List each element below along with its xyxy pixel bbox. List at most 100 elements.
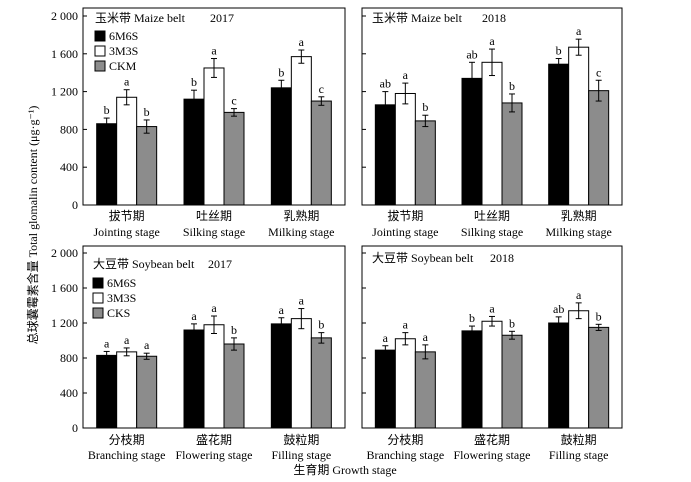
error-bar-series-2-category-2 <box>595 79 602 102</box>
error-bar-series-1-category-0 <box>123 347 130 357</box>
category-label-en: Flowering stage <box>176 448 253 462</box>
significance-letter-series-0-category-1: a <box>191 309 197 323</box>
significance-letter-series-2-category-0: b <box>144 105 150 119</box>
bar-series-0-category-0 <box>96 123 118 206</box>
error-bar-series-2-category-0 <box>143 119 150 134</box>
error-bar-series-2-category-2 <box>595 323 602 331</box>
bar-series-2-category-2 <box>588 326 610 429</box>
bar-series-0-category-1 <box>183 329 205 429</box>
category-label-en: Milking stage <box>546 225 612 239</box>
category-label-zh: 吐丝期 <box>196 209 232 223</box>
panel-year: 2018 <box>482 11 506 25</box>
error-bar-series-0-category-0 <box>382 345 389 355</box>
significance-letter-series-1-category-1: a <box>489 34 495 48</box>
category-label-zh: 盛花期 <box>196 432 232 447</box>
legend-entry-1: 3M3S <box>94 44 138 58</box>
error-bar-series-0-category-2 <box>555 316 562 330</box>
error-bar-series-1-category-1 <box>489 315 495 327</box>
error-bar-series-0-category-0 <box>103 117 110 130</box>
error-bar-series-1-category-0 <box>402 332 409 346</box>
error-bar-series-2-category-0 <box>143 352 150 360</box>
error-bar-series-2-category-2 <box>318 332 325 344</box>
panel-title: 大豆带 Soybean belt <box>93 257 195 271</box>
error-bar-series-1-category-2 <box>575 38 582 56</box>
category-label-en: Milking stage <box>268 225 334 239</box>
significance-letter-series-1-category-0: a <box>124 75 130 89</box>
category-label-zh: 盛花期 <box>474 432 510 447</box>
significance-letter-series-1-category-2: a <box>576 24 582 38</box>
bar-series-2-category-2 <box>588 90 610 206</box>
significance-letter-series-0-category-1: b <box>191 75 197 89</box>
significance-letter-series-1-category-1: a <box>211 44 217 58</box>
significance-letter-series-0-category-0: ab <box>380 77 391 91</box>
bar-series-1-category-2 <box>568 310 590 429</box>
y-tick-label: 800 <box>60 351 78 365</box>
category-label-zh: 拔节期 <box>387 208 423 223</box>
bar-series-2-category-0 <box>414 120 436 206</box>
error-bar-series-0-category-1 <box>469 325 475 337</box>
y-tick-label: 2 000 <box>51 246 78 260</box>
significance-letter-series-2-category-2: c <box>596 65 601 79</box>
significance-letter-series-0-category-0: b <box>104 103 110 117</box>
y-tick-label: 1 200 <box>51 85 78 99</box>
bar-series-1-category-2 <box>568 46 590 206</box>
panel-year: 2018 <box>490 251 514 265</box>
significance-letter-series-2-category-1: b <box>231 323 237 337</box>
legend-swatch <box>92 292 104 304</box>
chart-panel-0: 0 400 800 1 200 1 600 2 000 玉米带 Maize belt 2017… <box>51 7 346 239</box>
legend-entry-1: 3M3S <box>92 291 136 305</box>
bar-series-2-category-2 <box>310 100 332 206</box>
chart-panels: 0 400 800 1 200 1 600 2 000 玉米带 Maize belt 2017… <box>51 7 623 462</box>
panel-year: 2017 <box>208 257 232 271</box>
legend-label: 3M3S <box>107 291 136 305</box>
legend-entry-2: CKS <box>92 306 130 320</box>
significance-letter-series-2-category-0: a <box>423 330 429 344</box>
bar-series-2-category-2 <box>310 337 332 429</box>
significance-letter-series-0-category-2: a <box>279 303 285 317</box>
significance-letter-series-0-category-2: ab <box>553 302 564 316</box>
bar-series-0-category-0 <box>374 104 396 206</box>
error-bar-series-1-category-2 <box>575 302 582 320</box>
legend-swatch <box>92 307 104 319</box>
significance-letter-series-1-category-0: a <box>403 318 409 332</box>
significance-letter-series-0-category-0: a <box>383 331 389 345</box>
significance-letter-series-2-category-2: b <box>318 318 324 332</box>
bar-series-0-category-1 <box>183 98 205 206</box>
bar-series-1-category-1 <box>481 61 503 206</box>
bar-series-0-category-2 <box>548 63 570 206</box>
category-label-en: Silking stage <box>461 225 523 239</box>
category-label-zh: 吐丝期 <box>474 209 510 223</box>
error-bar-series-2-category-0 <box>422 114 429 128</box>
significance-letter-series-0-category-1: ab <box>466 47 477 61</box>
significance-letter-series-0-category-2: b <box>556 44 562 58</box>
error-bar-series-0-category-1 <box>469 61 475 95</box>
error-bar-series-1-category-0 <box>123 89 130 106</box>
category-label-zh: 鼓粒期 <box>561 432 597 447</box>
bar-series-0-category-2 <box>270 87 292 206</box>
category-label-en: Filling stage <box>549 448 609 462</box>
error-bar-series-0-category-2 <box>278 79 285 96</box>
significance-letter-series-2-category-2: c <box>319 82 324 96</box>
bar-series-2-category-1 <box>223 111 245 206</box>
legend-label: 3M3S <box>109 44 138 58</box>
bar-series-1-category-0 <box>116 96 138 206</box>
significance-letter-series-2-category-1: b <box>509 316 515 330</box>
bar-series-1-category-0 <box>116 351 138 429</box>
significance-letter-series-2-category-0: a <box>144 338 150 352</box>
y-tick-label: 1 600 <box>51 281 78 295</box>
legend-entry-0: 6M6S <box>94 29 138 43</box>
significance-letter-series-0-category-0: a <box>104 336 110 350</box>
bar-series-1-category-0 <box>394 338 416 429</box>
bar-series-0-category-0 <box>374 349 396 429</box>
category-label-en: Branching stage <box>367 448 445 462</box>
bar-series-0-category-0 <box>96 354 118 429</box>
bar-series-2-category-0 <box>414 351 436 429</box>
panel-year: 2017 <box>210 11 234 25</box>
significance-letter-series-0-category-1: b <box>469 311 475 325</box>
bar-series-1-category-0 <box>394 92 416 206</box>
legend-label: CKS <box>107 306 130 320</box>
significance-letter-series-1-category-2: a <box>299 35 305 49</box>
